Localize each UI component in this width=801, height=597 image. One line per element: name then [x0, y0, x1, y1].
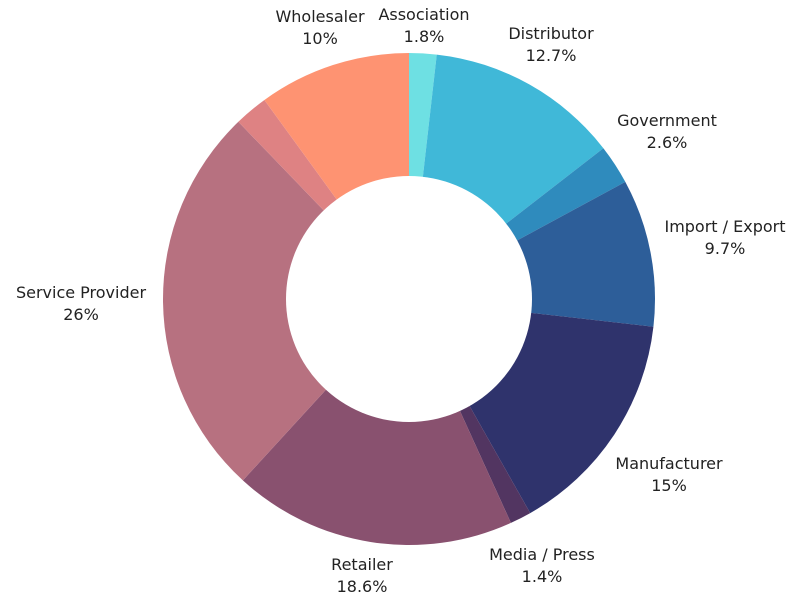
- label-value-wholesaler: 10%: [302, 29, 338, 48]
- donut-hole: [286, 176, 532, 422]
- label-value-import-export: 9.7%: [705, 239, 746, 258]
- label-name-wholesaler: Wholesaler: [275, 7, 364, 26]
- label-wholesaler: Wholesaler 10%: [275, 7, 364, 48]
- label-name-import-export: Import / Export: [664, 217, 785, 236]
- label-name-government: Government: [617, 111, 717, 130]
- label-name-association: Association: [378, 5, 469, 24]
- label-name-retailer: Retailer: [331, 555, 393, 574]
- label-value-media-press: 1.4%: [522, 567, 563, 586]
- label-manufacturer: Manufacturer 15%: [615, 454, 723, 495]
- label-value-association: 1.8%: [404, 27, 445, 46]
- label-import-export: Import / Export 9.7%: [664, 217, 785, 258]
- label-name-distributor: Distributor: [508, 24, 594, 43]
- label-value-government: 2.6%: [647, 133, 688, 152]
- label-value-distributor: 12.7%: [526, 46, 577, 65]
- label-media-press: Media / Press 1.4%: [489, 545, 595, 586]
- label-retailer: Retailer 18.6%: [331, 555, 393, 596]
- label-value-service-provider: 26%: [63, 305, 99, 324]
- slice-retailer: [242, 299, 511, 545]
- label-service-provider: Service Provider 26%: [16, 283, 147, 324]
- labels-group: Association 1.8% Distributor 12.7% Governmen…: [16, 5, 786, 596]
- slice-service-provider: [162, 121, 409, 481]
- label-name-service-provider: Service Provider: [16, 283, 147, 302]
- label-value-manufacturer: 15%: [651, 476, 687, 495]
- label-name-media-press: Media / Press: [489, 545, 595, 564]
- label-government: Government 2.6%: [617, 111, 717, 152]
- label-distributor: Distributor 12.7%: [508, 24, 594, 65]
- label-association: Association 1.8%: [378, 5, 469, 46]
- label-name-manufacturer: Manufacturer: [615, 454, 723, 473]
- label-value-retailer: 18.6%: [337, 577, 388, 596]
